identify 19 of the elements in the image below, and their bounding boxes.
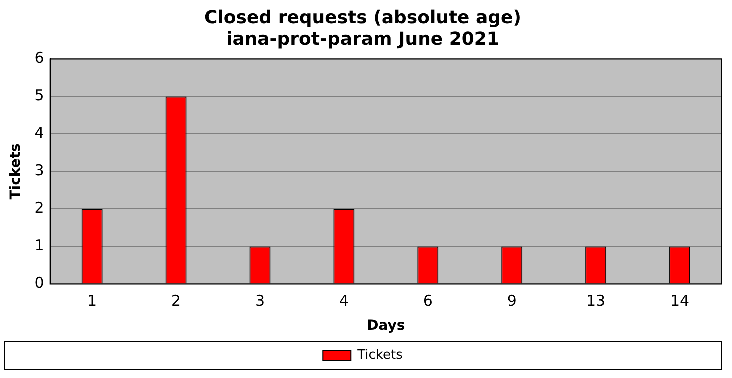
x-tick-label: 9 <box>507 292 517 310</box>
x-tick-label: 6 <box>423 292 433 310</box>
chart-title: Closed requests (absolute age) iana-prot-param June 2021 <box>204 7 522 50</box>
x-tick-label: 1 <box>88 292 98 310</box>
x-tick-label: 3 <box>255 292 266 310</box>
y-tick-label: 0 <box>34 274 44 292</box>
y-tick-label: 3 <box>34 162 44 180</box>
y-tick-label: 4 <box>34 124 44 142</box>
y-tick-label: 2 <box>34 199 44 218</box>
y-tick-label: 5 <box>34 86 44 105</box>
x-tick-label: 14 <box>670 292 690 310</box>
x-tick-label: 4 <box>339 292 349 310</box>
legend-label: Tickets <box>356 348 404 363</box>
y-tick-label: 6 <box>34 49 44 68</box>
y-tick-label: 1 <box>34 236 44 255</box>
x-tick-label: 13 <box>586 292 606 310</box>
x-axis-title: Days <box>367 318 406 334</box>
y-axis-title: Tickets <box>8 144 24 200</box>
x-tick-label: 2 <box>172 292 182 310</box>
